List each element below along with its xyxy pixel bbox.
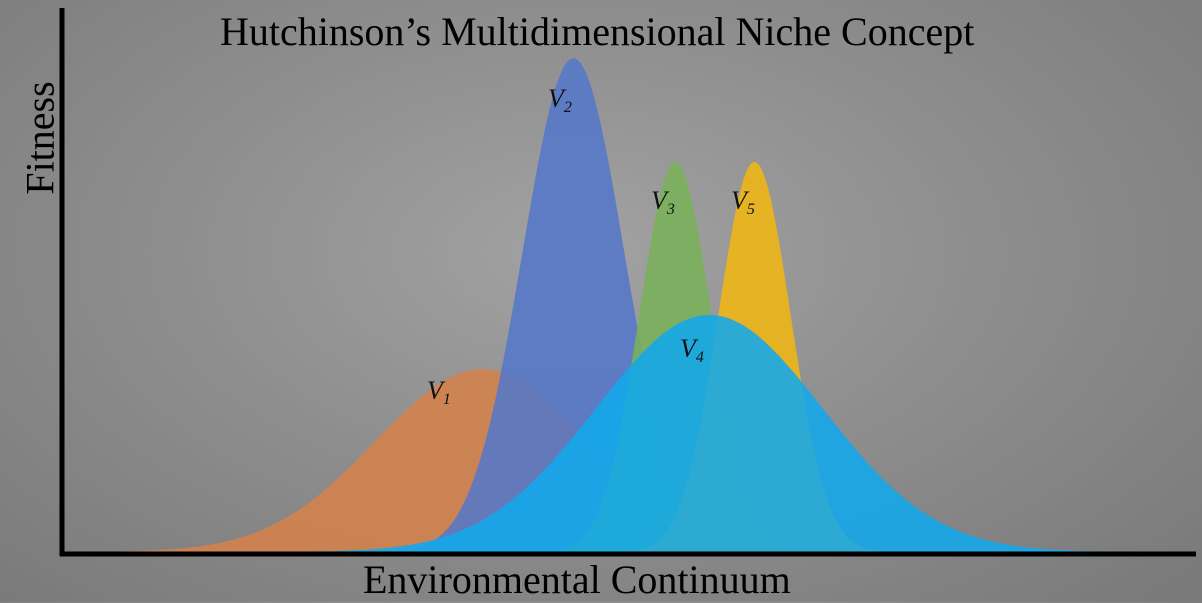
diagram-title: Hutchinson’s Multidimensional Niche Conc…: [220, 9, 975, 54]
x-axis-label: Environmental Continuum: [363, 557, 791, 602]
curve-label-v4: V4: [680, 334, 704, 366]
niche-curve-v2: [64, 58, 1196, 552]
y-axis-label: Fitness: [17, 81, 63, 195]
curve-label-v5: V5: [731, 186, 755, 218]
niche-curves: [64, 58, 1196, 553]
curve-label-v2: V2: [548, 84, 572, 116]
niche-curve-v4: [64, 314, 1196, 552]
niche-curve-v1: [64, 369, 1196, 552]
curve-label-v1: V1: [427, 376, 451, 408]
curve-label-v3: V3: [651, 186, 675, 218]
